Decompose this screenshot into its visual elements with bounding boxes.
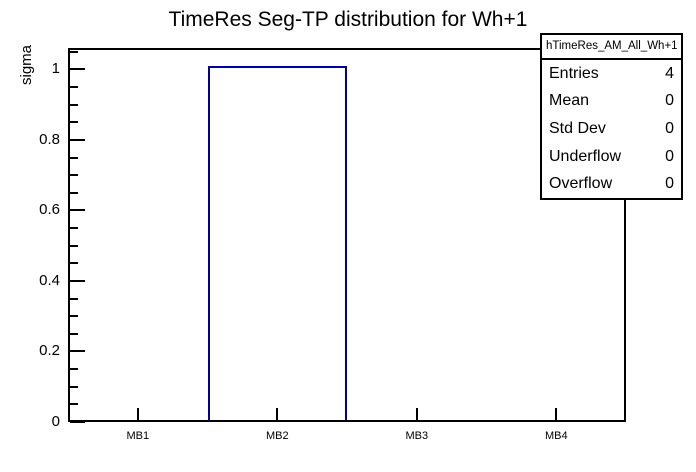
x-axis-tick <box>276 408 279 420</box>
stats-row-label: Std Dev <box>549 119 606 137</box>
y-axis-minor-tick <box>70 297 78 300</box>
stats-box: hTimeRes_AM_All_Wh+1 Entries 4 Mean 0 St… <box>540 33 683 200</box>
stats-row-value: 0 <box>665 147 674 165</box>
stats-box-title: hTimeRes_AM_All_Wh+1 <box>542 35 681 60</box>
stats-row-value: 0 <box>665 92 674 110</box>
y-axis-minor-tick <box>70 174 78 177</box>
stats-row: Mean 0 <box>542 88 681 116</box>
stats-row-label: Entries <box>549 64 599 82</box>
y-axis-tick-label: 0 <box>51 413 60 430</box>
x-axis-category-label: MB1 <box>126 430 150 442</box>
stats-row-label: Mean <box>549 92 590 110</box>
y-axis-minor-tick <box>70 244 78 247</box>
y-axis-minor-tick <box>70 403 78 406</box>
y-axis-minor-tick <box>70 50 78 53</box>
y-axis-tick-label: 0.4 <box>39 271 60 289</box>
y-axis-tick-label: 0.2 <box>39 342 60 360</box>
y-axis-minor-tick <box>70 191 78 194</box>
y-axis-major-tick <box>70 138 85 141</box>
y-axis-major-tick <box>70 350 85 353</box>
stats-row-label: Underflow <box>549 147 622 165</box>
y-axis-minor-tick <box>70 85 78 88</box>
y-axis-tick-label: 0.8 <box>39 130 60 148</box>
stats-row: Underflow 0 <box>542 143 681 171</box>
x-axis-category-label: MB3 <box>405 430 429 442</box>
stats-row-value: 4 <box>665 64 674 82</box>
y-axis-tick-label: 0.6 <box>39 201 60 219</box>
stats-row-label: Overflow <box>549 175 613 193</box>
y-axis-minor-tick <box>70 121 78 124</box>
y-axis-major-tick <box>70 421 85 423</box>
y-axis-minor-tick <box>70 368 78 371</box>
y-axis-minor-tick <box>70 262 78 265</box>
plot-frame <box>68 48 626 422</box>
stats-row-value: 0 <box>665 175 674 193</box>
y-axis-major-tick <box>70 279 85 282</box>
y-axis-minor-tick <box>70 227 78 230</box>
histogram-bar <box>207 65 347 420</box>
stats-box-rows: Entries 4 Mean 0 Std Dev 0 Underflow 0 O… <box>542 60 681 198</box>
x-axis-tick <box>555 408 558 420</box>
stats-row: Entries 4 <box>542 60 681 88</box>
x-axis-tick <box>136 408 139 420</box>
y-axis-tick-label: 1 <box>51 60 60 78</box>
chart-title: TimeRes Seg-TP distribution for Wh+1 <box>168 8 528 31</box>
y-axis-minor-tick <box>70 103 78 106</box>
x-axis-category-label: MB4 <box>544 430 568 442</box>
x-axis-category-label: MB2 <box>265 430 289 442</box>
y-axis-minor-tick <box>70 332 78 335</box>
y-axis-minor-tick <box>70 315 78 318</box>
stats-row: Overflow 0 <box>542 170 681 198</box>
stats-row: Std Dev 0 <box>542 115 681 143</box>
x-axis-tick <box>415 408 418 420</box>
y-axis-major-tick <box>70 209 85 212</box>
y-axis-minor-tick <box>70 156 78 159</box>
y-axis-minor-tick <box>70 385 78 388</box>
y-axis-major-tick <box>70 68 85 71</box>
stats-row-value: 0 <box>665 119 674 137</box>
